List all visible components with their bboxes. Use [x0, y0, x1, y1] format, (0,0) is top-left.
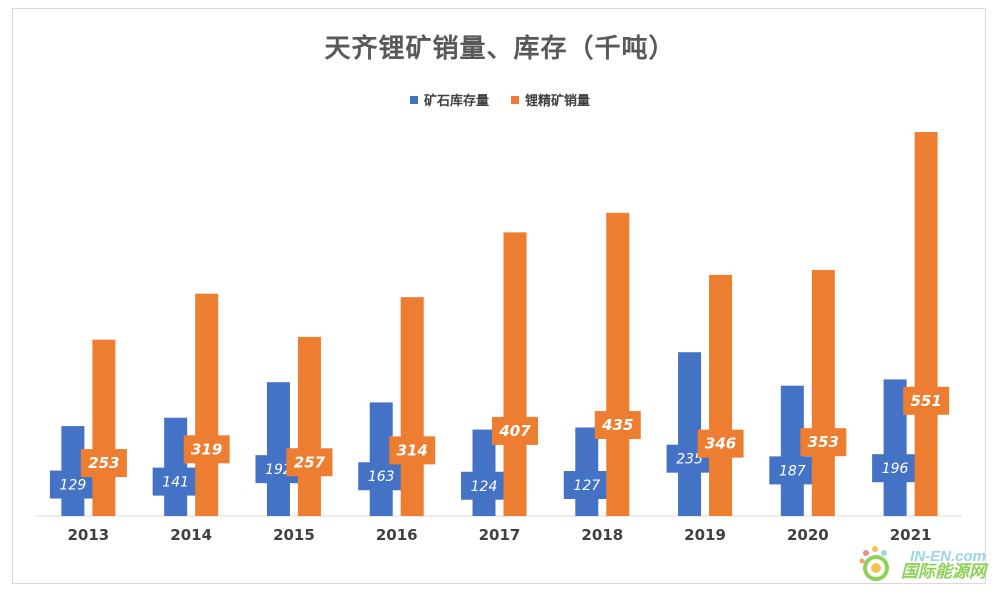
x-tick-label-2015: 2015 — [273, 526, 315, 544]
data-label-sales-2019: 346 — [705, 435, 736, 453]
data-label-inventory-2018: 127 — [573, 478, 600, 494]
legend: 矿石库存量 锂精矿销量 — [0, 90, 1000, 109]
x-tick-label-2013: 2013 — [68, 526, 110, 544]
data-label-inventory-2017: 124 — [471, 479, 498, 495]
legend-item-sales: 锂精矿销量 — [511, 90, 590, 109]
data-label-box-sales-2017 — [492, 416, 538, 445]
legend-swatch-inventory — [409, 95, 418, 104]
data-label-box-sales-2016 — [389, 436, 436, 465]
data-label-box-sales-2015 — [286, 448, 333, 477]
chart-title: 天齐锂矿销量、库存（千吨） — [324, 34, 676, 64]
data-label-box-sales-2020 — [800, 428, 847, 457]
watermark: IN-EN.com 国际能源网 — [855, 544, 986, 586]
bar-sales-2018 — [606, 212, 630, 516]
x-tick-label-2017: 2017 — [479, 526, 521, 544]
legend-item-inventory: 矿石库存量 — [409, 90, 489, 109]
x-tick-label-2019: 2019 — [684, 526, 726, 544]
bar-sales-2021 — [914, 132, 938, 516]
watermark-name: 国际能源网 — [901, 562, 986, 582]
x-tick-label-2016: 2016 — [376, 526, 418, 544]
bar-sales-2016 — [400, 297, 424, 516]
data-label-sales-2015: 257 — [294, 453, 326, 471]
data-label-box-inventory-2014 — [152, 467, 199, 496]
data-label-box-inventory-2018 — [563, 471, 610, 500]
x-tick-label-2020: 2020 — [787, 526, 829, 544]
data-label-box-sales-2021 — [903, 386, 950, 415]
data-label-box-sales-2013 — [80, 449, 127, 478]
bar-sales-2013 — [92, 339, 116, 516]
bar-sales-2014 — [195, 293, 219, 516]
bar-sales-2019 — [709, 274, 733, 516]
x-tick-label-2021: 2021 — [890, 526, 932, 544]
data-label-inventory-2020: 187 — [779, 463, 806, 479]
data-label-box-sales-2018 — [594, 411, 641, 440]
bar-sales-2020 — [811, 269, 835, 516]
data-label-sales-2018: 435 — [601, 416, 633, 434]
data-label-inventory-2021: 196 — [882, 461, 909, 477]
data-label-box-inventory-2021 — [872, 454, 919, 483]
data-label-box-inventory-2016 — [358, 462, 405, 491]
bar-inventory-2014 — [164, 417, 188, 516]
x-tick-label-2014: 2014 — [170, 526, 212, 544]
x-tick-label-2018: 2018 — [581, 526, 623, 544]
data-label-inventory-2013: 129 — [60, 478, 87, 494]
legend-swatch-sales — [511, 95, 519, 104]
data-label-inventory-2014: 141 — [162, 475, 189, 491]
data-label-box-sales-2019 — [697, 429, 744, 458]
data-label-sales-2020: 353 — [808, 433, 839, 451]
data-label-inventory-2016: 163 — [368, 469, 395, 485]
data-label-sales-2021: 551 — [910, 392, 941, 410]
bar-sales-2015 — [297, 336, 321, 516]
data-label-sales-2013: 253 — [88, 454, 119, 472]
watermark-brand: IN-EN.com — [910, 548, 986, 565]
bar-sales-2017 — [503, 232, 527, 516]
legend-label-sales: 锂精矿销量 — [525, 94, 591, 109]
legend-label-inventory: 矿石库存量 — [423, 94, 489, 109]
data-label-box-sales-2014 — [183, 435, 230, 464]
data-label-sales-2014: 319 — [191, 440, 222, 458]
data-label-box-inventory-2020 — [769, 456, 816, 485]
data-label-box-inventory-2017 — [461, 471, 507, 500]
bar-inventory-2019 — [678, 352, 702, 516]
data-label-sales-2017: 407 — [498, 422, 531, 440]
in-en-logo-icon — [859, 546, 889, 581]
data-label-sales-2016: 314 — [397, 441, 428, 459]
data-label-inventory-2015: 192 — [265, 462, 292, 478]
data-label-inventory-2019: 235 — [676, 452, 703, 468]
